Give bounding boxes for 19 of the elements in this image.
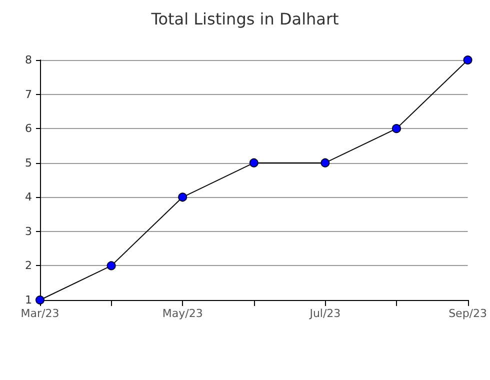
point <box>320 158 330 168</box>
point <box>106 261 116 270</box>
x-tick-label: May/23 <box>162 307 203 320</box>
y-tick-label: 5 <box>25 156 32 170</box>
x-tick-label: Sep/23 <box>448 307 487 320</box>
x-tick-label: Jul/23 <box>308 307 341 320</box>
y-tick-label: 8 <box>25 54 32 66</box>
x-tick-label: Mar/23 <box>20 307 60 320</box>
y-tick-label: 3 <box>25 224 32 238</box>
point <box>392 124 401 134</box>
y-tick-label: 4 <box>25 190 32 204</box>
point <box>178 192 188 202</box>
point <box>463 56 472 64</box>
y-tick-label: 2 <box>25 259 32 272</box>
point <box>249 158 258 168</box>
y-tick-label: 6 <box>25 122 32 136</box>
y-tick-label: 1 <box>25 294 32 306</box>
chart-title: Total Listings in Dalhart <box>150 10 339 28</box>
y-tick-label: 7 <box>25 88 32 101</box>
